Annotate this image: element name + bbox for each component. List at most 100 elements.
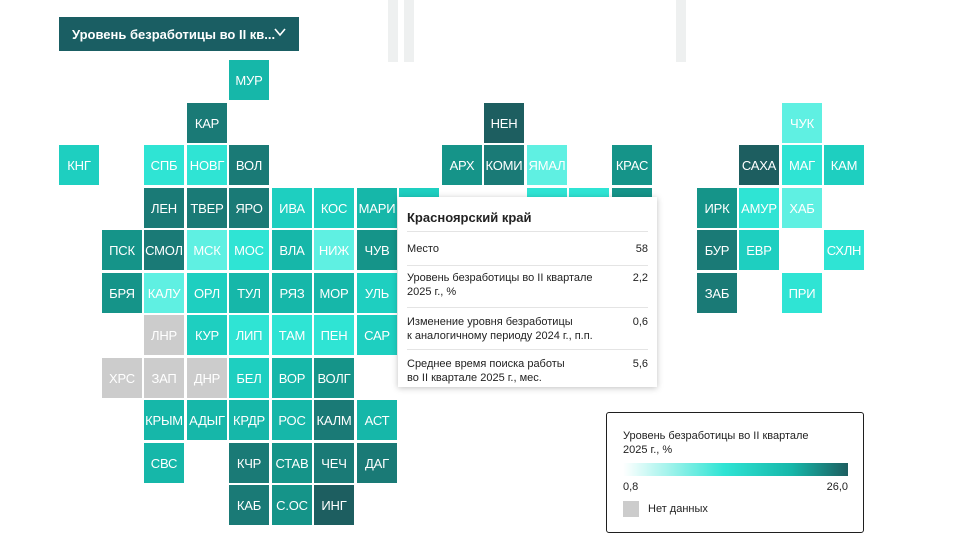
region-tile[interactable]: ДНР — [187, 358, 227, 398]
region-tile-label: НОВГ — [189, 157, 225, 173]
region-tile[interactable]: ОРЛ — [187, 273, 227, 313]
region-tile-label: С.ОС — [276, 497, 308, 513]
region-tile[interactable]: КАР — [187, 103, 227, 143]
region-tile[interactable]: АДЫГ — [187, 400, 227, 440]
region-tile[interactable]: ТВЕР — [187, 188, 227, 228]
region-tile-label: АМУР — [741, 200, 777, 216]
region-tile[interactable]: КЧР — [229, 443, 269, 483]
region-tile-label: РЯЗ — [279, 285, 305, 301]
region-tile[interactable]: С.ОС — [272, 485, 312, 525]
region-tile-label: КРАС — [615, 157, 649, 173]
region-tile-label: ПЕН — [320, 327, 348, 343]
region-tile[interactable]: ИНГ — [314, 485, 354, 525]
region-tile[interactable]: ЧУВ — [357, 230, 397, 270]
region-tile[interactable]: ХРС — [102, 358, 142, 398]
region-tile[interactable]: БРЯ — [102, 273, 142, 313]
region-tile[interactable]: СВС — [144, 443, 184, 483]
region-tile-label: МАГ — [789, 157, 815, 173]
region-tile[interactable]: ПРИ — [782, 273, 822, 313]
region-tile[interactable]: БУР — [697, 230, 737, 270]
region-tile[interactable]: РЯЗ — [272, 273, 312, 313]
region-tile-label: КРДР — [232, 412, 266, 428]
region-tile[interactable]: ХАБ — [782, 188, 822, 228]
region-tile[interactable]: РОС — [272, 400, 312, 440]
region-tile-label: СМОЛ — [145, 242, 183, 258]
region-tile[interactable]: МСК — [187, 230, 227, 270]
region-tile-label: ЧЕЧ — [321, 455, 347, 471]
region-tile[interactable]: ДАГ — [357, 443, 397, 483]
region-tile[interactable]: КРАС — [612, 145, 652, 185]
region-tile[interactable]: ЗАБ — [697, 273, 737, 313]
region-tile[interactable]: КАБ — [229, 485, 269, 525]
nodata-swatch — [623, 501, 639, 517]
region-tile[interactable]: СТАВ — [272, 443, 312, 483]
region-tile[interactable]: НЕН — [484, 103, 524, 143]
region-tile-label: ВОЛ — [235, 157, 263, 173]
region-tile[interactable]: ЕВР — [739, 230, 779, 270]
region-tile[interactable]: ЛЕН — [144, 188, 184, 228]
region-tile[interactable]: КРЫМ — [144, 400, 184, 440]
region-tile-label: ИНГ — [321, 497, 347, 513]
region-tile[interactable]: ЯРО — [229, 188, 269, 228]
region-tile[interactable]: МАРИ — [357, 188, 397, 228]
region-tile[interactable]: ВОЛГ — [314, 358, 354, 398]
tooltip-row-value: 5,6 — [632, 358, 648, 370]
region-tile[interactable]: КАЛМ — [314, 400, 354, 440]
region-tile[interactable]: ПСК — [102, 230, 142, 270]
region-tile[interactable]: АСТ — [357, 400, 397, 440]
region-tile-label: ТВЕР — [190, 200, 224, 216]
region-tile[interactable]: МАГ — [782, 145, 822, 185]
region-tile[interactable]: МУР — [229, 60, 269, 100]
region-tile[interactable]: КАЛУ — [144, 273, 184, 313]
region-tile[interactable]: ПЕН — [314, 315, 354, 355]
region-tile[interactable]: ВОЛ — [229, 145, 269, 185]
region-tile[interactable]: НИЖ — [314, 230, 354, 270]
region-tile[interactable]: НОВГ — [187, 145, 227, 185]
region-tile[interactable]: КАМ — [824, 145, 864, 185]
region-tile[interactable]: ВОР — [272, 358, 312, 398]
tooltip-row-label: Место — [407, 242, 439, 255]
region-tile[interactable]: САХА — [739, 145, 779, 185]
legend-scale: 0,8 26,0 — [623, 481, 848, 493]
region-tile[interactable]: СМОЛ — [144, 230, 184, 270]
region-tile[interactable]: САР — [357, 315, 397, 355]
region-tile-label: УЛЬ — [364, 285, 390, 301]
region-tile[interactable]: АРХ — [442, 145, 482, 185]
region-tile[interactable]: МОР — [314, 273, 354, 313]
tooltip-row-value: 0,6 — [632, 316, 648, 328]
region-tile[interactable]: АМУР — [739, 188, 779, 228]
region-tile[interactable]: КНГ — [59, 145, 99, 185]
region-tile-label: КАБ — [236, 497, 262, 513]
legend-min-label: 0,8 — [623, 481, 639, 493]
background-band — [404, 0, 414, 62]
tooltip-row-label: Среднее время поиска работы во II кварта… — [407, 358, 565, 384]
region-tile-label: КАЛУ — [147, 285, 181, 301]
region-tile[interactable]: ТУЛ — [229, 273, 269, 313]
region-tile-label: КОС — [320, 200, 348, 216]
region-tile-label: ПРИ — [788, 285, 816, 301]
region-tile[interactable]: МОС — [229, 230, 269, 270]
region-tile[interactable]: КОМИ — [484, 145, 524, 185]
region-tile-label: ЛЕН — [151, 200, 177, 216]
region-tile[interactable]: ЛНР — [144, 315, 184, 355]
region-tile[interactable]: ЗАП — [144, 358, 184, 398]
region-tile[interactable]: СХЛН — [824, 230, 864, 270]
region-tile[interactable]: ЧУК — [782, 103, 822, 143]
region-tile[interactable]: СПБ — [144, 145, 184, 185]
region-tile[interactable]: ЧЕЧ — [314, 443, 354, 483]
region-tile[interactable]: ТАМ — [272, 315, 312, 355]
region-tile-label: КАМ — [830, 157, 858, 173]
region-tile[interactable]: УЛЬ — [357, 273, 397, 313]
region-tile[interactable]: КУР — [187, 315, 227, 355]
region-tile[interactable]: БЕЛ — [229, 358, 269, 398]
region-tile[interactable]: ИВА — [272, 188, 312, 228]
region-tile[interactable]: КРДР — [229, 400, 269, 440]
legend-max-label: 26,0 — [826, 481, 848, 493]
region-tile[interactable]: ЯМАЛ — [527, 145, 567, 185]
region-tile[interactable]: КОС — [314, 188, 354, 228]
tooltip-row: Изменение уровня безработицы к аналогичн… — [407, 308, 648, 350]
region-tile[interactable]: ЛИП — [229, 315, 269, 355]
region-tile[interactable]: ВЛА — [272, 230, 312, 270]
indicator-dropdown[interactable]: Уровень безработицы во II кв... — [59, 17, 299, 51]
region-tile[interactable]: ИРК — [697, 188, 737, 228]
